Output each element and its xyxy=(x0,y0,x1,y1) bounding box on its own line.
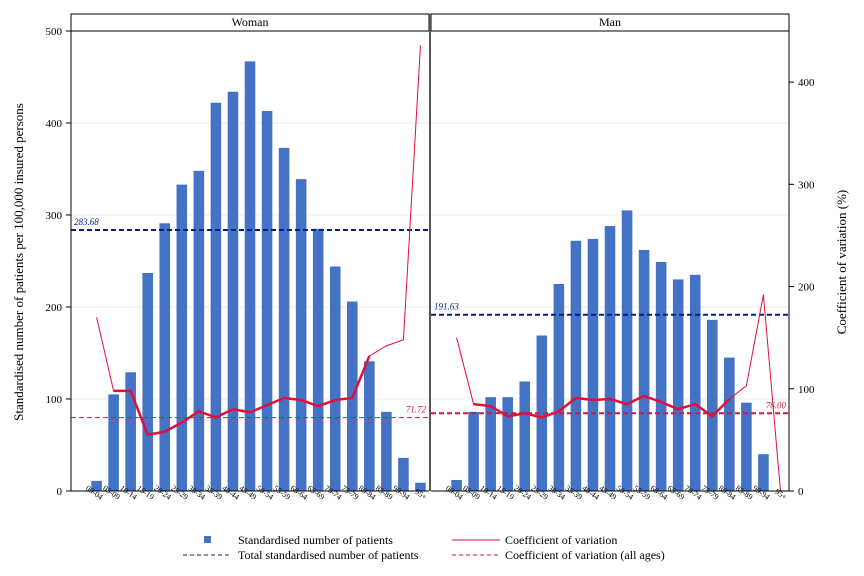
bar xyxy=(312,228,324,492)
legend-total-label: Total standardised number of patients xyxy=(238,548,419,562)
bar xyxy=(758,454,769,491)
bar xyxy=(142,272,153,491)
cv-all-reference-label: 71.72 xyxy=(406,405,427,415)
legend-bars-label: Standardised number of patients xyxy=(238,533,393,547)
bar xyxy=(295,179,307,491)
bar xyxy=(570,240,582,491)
bar xyxy=(381,411,392,491)
panel-title: Woman xyxy=(231,15,268,29)
bar xyxy=(244,61,256,492)
bar xyxy=(485,397,496,491)
y-tick-label-right: 400 xyxy=(798,77,815,89)
bar xyxy=(638,249,650,491)
y-axis-title-right: Coefficient of variation (%) xyxy=(834,190,849,335)
bar xyxy=(210,102,222,491)
bar xyxy=(689,274,701,491)
bar xyxy=(329,266,341,491)
bar xyxy=(108,394,119,491)
total-reference-label: 283.68 xyxy=(74,217,99,227)
axes-layer: 0 100 200 300 400 500 0 100 200 300 400 xyxy=(46,14,815,498)
cv-all-reference-label: 76.00 xyxy=(766,400,787,410)
panels-layer: Woman00-0405-0910-1415-1920-2425-2930-34… xyxy=(70,13,790,502)
bar xyxy=(125,372,136,491)
bar xyxy=(724,357,735,491)
panel-title: Man xyxy=(599,15,621,29)
bar xyxy=(364,361,375,491)
bar xyxy=(587,238,599,491)
bar xyxy=(398,457,409,491)
bar xyxy=(553,284,565,491)
y-tick-label-left: 300 xyxy=(46,210,63,222)
bar xyxy=(278,147,290,491)
bar xyxy=(741,402,752,491)
y-tick-label-left: 0 xyxy=(57,486,63,498)
y-tick-label-right: 300 xyxy=(798,179,815,191)
bar xyxy=(672,279,684,491)
y-tick-label-left: 100 xyxy=(46,394,63,406)
bar xyxy=(536,335,548,491)
category-label: 95+ xyxy=(773,487,789,502)
cv-line-highlight xyxy=(473,394,731,419)
y-tick-label-right: 200 xyxy=(798,282,815,294)
legend-cv-label: Coefficient of variation xyxy=(505,533,617,547)
y-tick-label-right: 0 xyxy=(798,486,804,498)
bar xyxy=(261,111,273,491)
legend-bar-swatch xyxy=(204,536,211,543)
y-tick-label-left: 400 xyxy=(46,118,63,130)
legend-cv-all-label: Coefficient of variation (all ages) xyxy=(505,548,665,562)
panel-woman: Woman00-0405-0910-1415-1920-2425-2930-34… xyxy=(70,13,430,502)
bar xyxy=(621,210,633,491)
bar xyxy=(707,319,718,491)
y-tick-label-left: 500 xyxy=(46,26,63,38)
y-tick-label-right: 100 xyxy=(798,384,815,396)
bar xyxy=(91,480,102,491)
bar xyxy=(227,91,239,491)
bar xyxy=(193,170,205,491)
bar xyxy=(604,226,616,492)
y-tick-label-left: 200 xyxy=(46,302,63,314)
bar xyxy=(655,261,667,491)
cv-line-highlight xyxy=(113,355,371,437)
bar xyxy=(159,223,171,491)
bar xyxy=(176,184,188,491)
bar xyxy=(468,411,479,491)
bar xyxy=(415,482,426,491)
panel-man: Man00-0405-0910-1415-1920-2425-2930-3435… xyxy=(430,13,790,502)
bar xyxy=(451,479,462,491)
legend: Standardised number of patients Coeffici… xyxy=(183,533,665,562)
bar xyxy=(519,381,531,491)
bar xyxy=(502,397,513,491)
y-axis-title-left: Standardised number of patients per 100,… xyxy=(11,103,26,421)
total-reference-label: 191.63 xyxy=(434,302,459,312)
